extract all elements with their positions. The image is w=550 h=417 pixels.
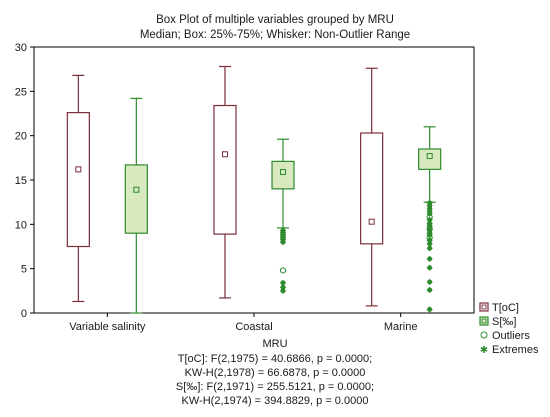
outlier-point: [279, 267, 287, 274]
box-iqr: [124, 164, 148, 234]
y-tick-label: 15: [15, 175, 27, 187]
box-iqr: [271, 160, 295, 190]
box-median-marker: [222, 151, 228, 158]
legend: T[oC] S[‰] Outliers ✱ Extremes: [479, 302, 539, 356]
box-iqr: [66, 112, 90, 248]
plot-area: [33, 46, 475, 314]
y-axis: 0 5 10 15 20 25 30: [15, 42, 34, 320]
y-tick-label: 25: [15, 86, 27, 98]
y-tick-label: 0: [21, 308, 27, 320]
legend-label-t: T[oC]: [492, 302, 519, 314]
legend-label-s: S[‰]: [492, 316, 516, 328]
legend-label-outliers: Outliers: [492, 330, 530, 342]
box-median-marker: [75, 166, 82, 173]
box-median-marker: [133, 186, 140, 193]
box-median-marker: [280, 169, 286, 176]
annotation-line: KW-H(2,1978) = 66.6878, p = 0.0000: [185, 367, 366, 379]
x-axis: Variable salinity Coastal Marine: [69, 313, 417, 333]
x-tick-label: Coastal: [235, 321, 272, 333]
box-median-marker: [368, 218, 375, 225]
annotation-line: KW-H(2,1974) = 394.8829, p = 0.0000: [182, 395, 369, 407]
y-tick-label: 5: [21, 264, 27, 276]
x-tick-label: Variable salinity: [69, 321, 146, 333]
box-iqr: [418, 148, 442, 170]
box-iqr: [360, 132, 384, 245]
series-group: [124, 97, 442, 314]
series-layer: [66, 65, 442, 314]
legend-label-extremes: Extremes: [492, 344, 539, 356]
y-tick-label: 20: [15, 131, 27, 143]
y-tick-label: 10: [15, 219, 27, 231]
x-tick-label: Marine: [384, 321, 418, 333]
annotation-line: S[‰]: F(2,1971) = 255.5121, p = 0.0000;: [176, 381, 374, 393]
annotation-line: T[oC]: F(2,1975) = 40.6866, p = 0.0000;: [178, 353, 372, 365]
annotations: T[oC]: F(2,1975) = 40.6866, p = 0.0000; …: [176, 353, 374, 407]
x-axis-label: MRU: [262, 338, 287, 350]
box-iqr: [213, 104, 237, 235]
chart-subtitle: Median; Box: 25%-75%; Whisker: Non-Outli…: [140, 29, 410, 41]
legend-box-t-icon: [479, 302, 489, 312]
legend-box-s-icon: [479, 316, 489, 326]
legend-box-s-median-icon: [481, 318, 487, 324]
legend-box-t-median-icon: [481, 304, 487, 310]
y-tick-label: 30: [15, 42, 27, 54]
legend-extreme-icon: ✱: [480, 345, 488, 356]
series-group: [66, 65, 384, 307]
legend-outlier-icon: [480, 331, 488, 339]
chart-title: Box Plot of multiple variables grouped b…: [156, 14, 394, 26]
box-median-marker: [426, 153, 433, 160]
